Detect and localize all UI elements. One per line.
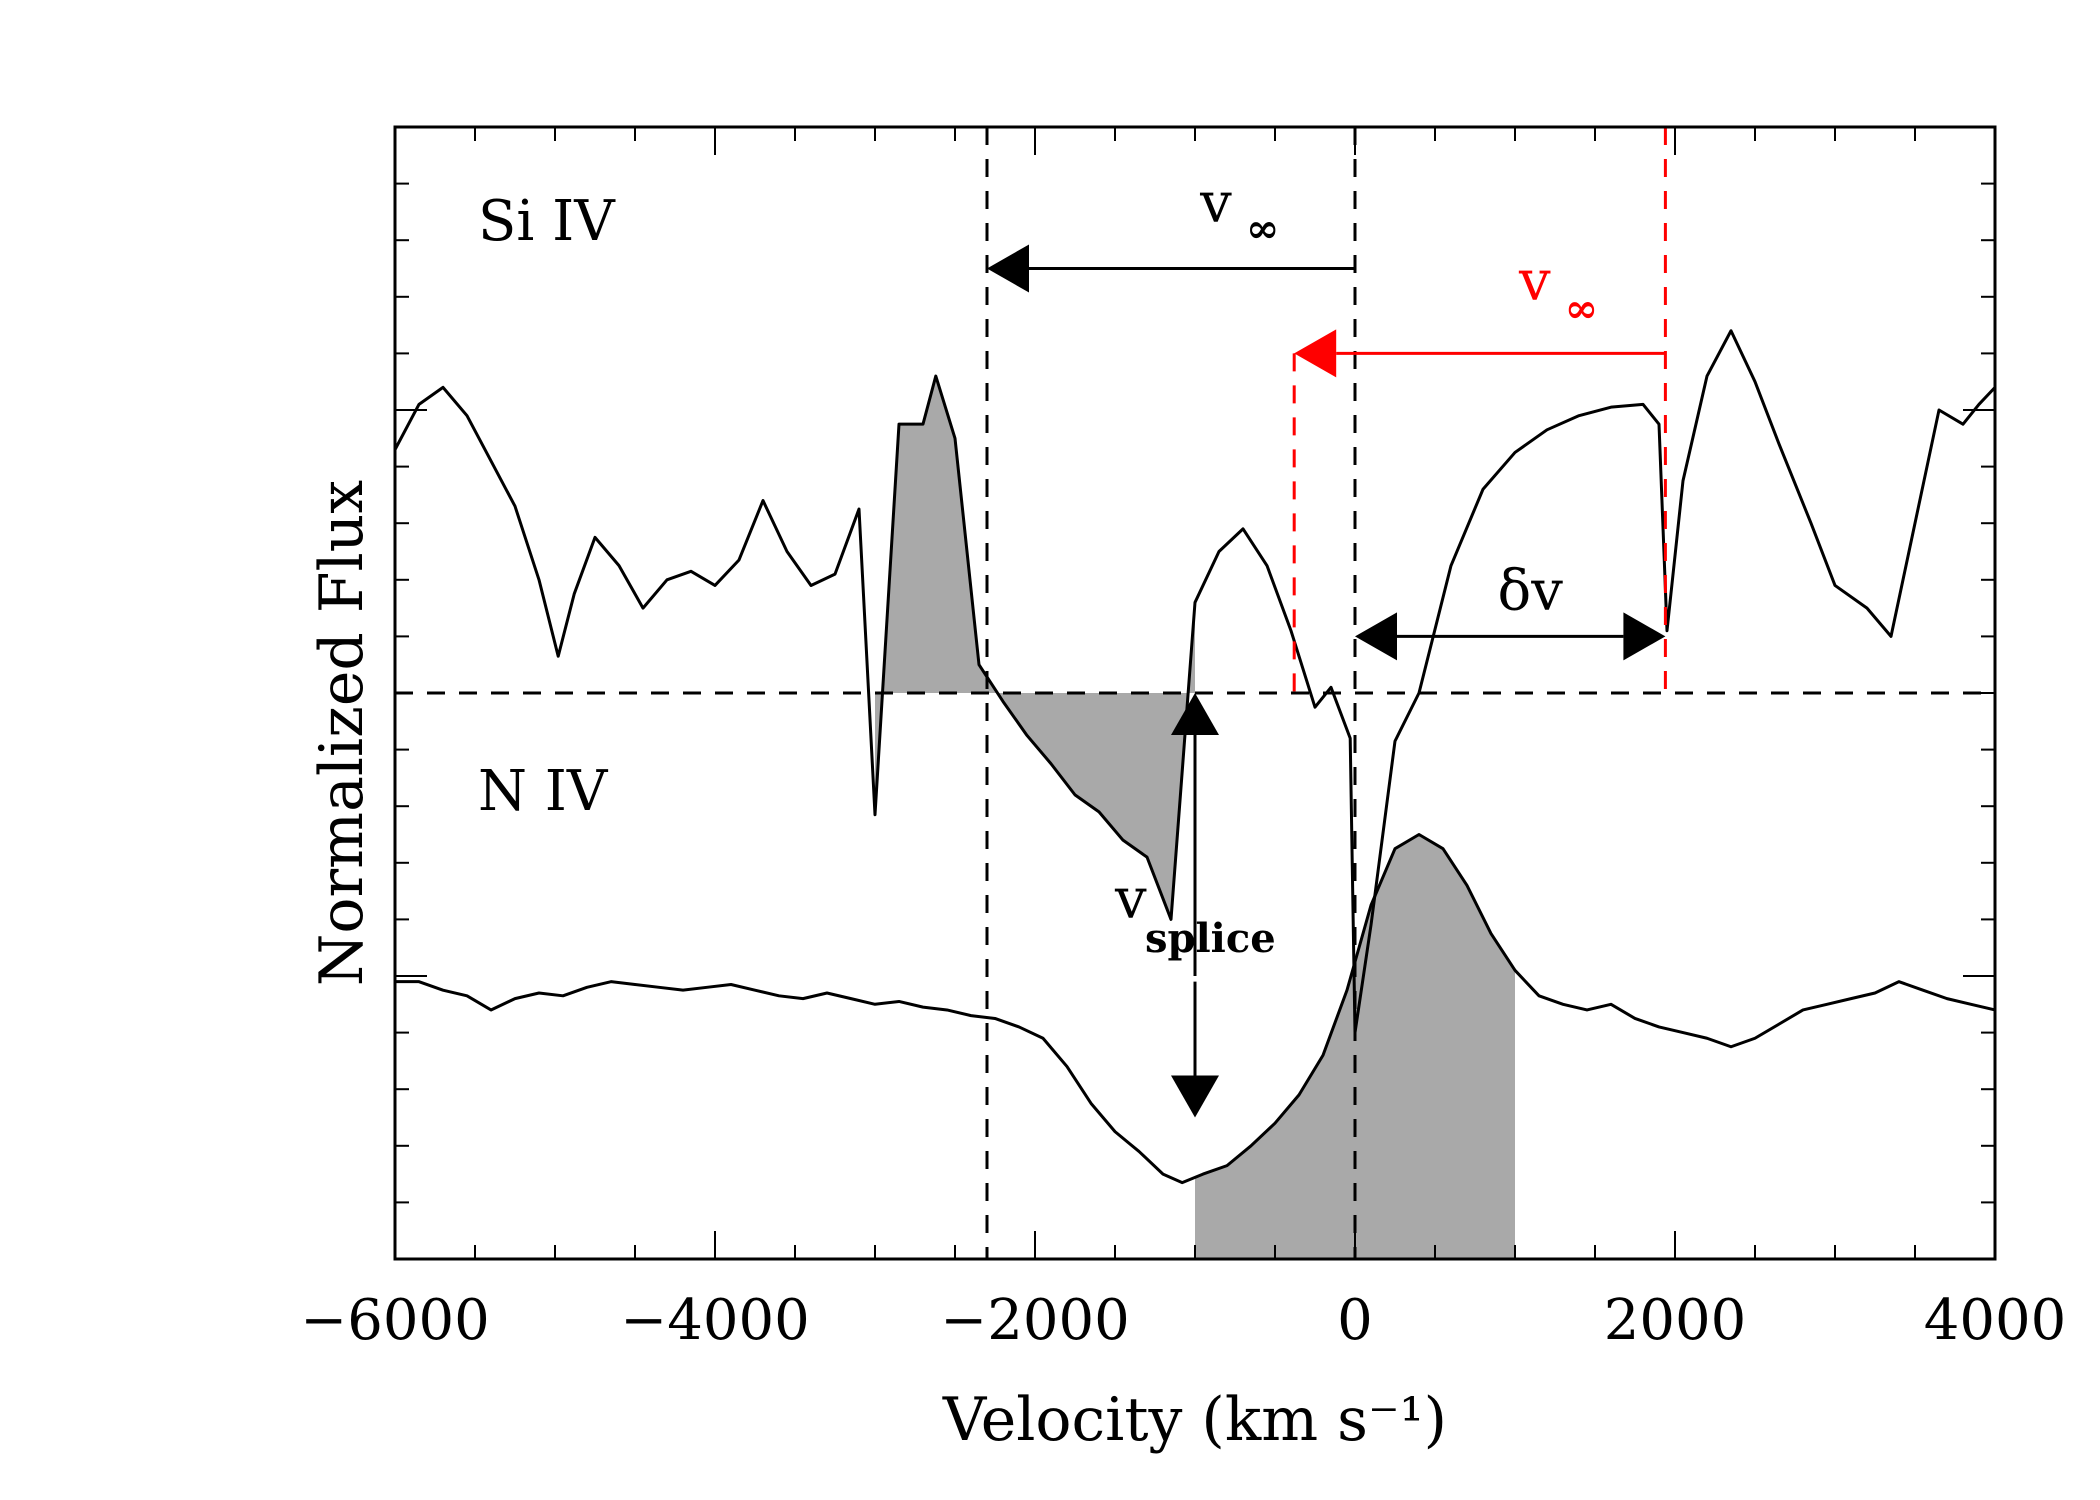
- annotation-arrows: [987, 244, 1666, 1118]
- x-tick-label: 0: [1337, 1288, 1373, 1353]
- vinf-red-arrow-head: [1294, 329, 1337, 378]
- spectrum-lines: [393, 329, 1997, 1185]
- shaded-regions: [875, 376, 1515, 1259]
- x-tick-label: −2000: [940, 1288, 1129, 1353]
- vinf-red-subscript: ∞: [1565, 285, 1598, 332]
- series-line-n-iv: [395, 833, 1996, 1185]
- vsplice-label: v: [1114, 867, 1147, 932]
- x-tick-label: −6000: [300, 1288, 489, 1353]
- vsplice-up-arrow-head: [1171, 693, 1219, 735]
- vsplice-subscript: splice: [1145, 915, 1276, 962]
- shaded-region-si-iv: [875, 376, 1195, 920]
- delta-v-label: δv: [1498, 559, 1564, 624]
- x-tick-label: −4000: [620, 1288, 809, 1353]
- x-axis-label: Velocity (km s⁻¹): [942, 1385, 1447, 1455]
- vinf-red-label: v: [1518, 249, 1551, 314]
- vinf-black-label: v: [1199, 171, 1232, 236]
- vinf-black-arrow-head: [987, 244, 1029, 293]
- shaded-region-n-iv: [1195, 834, 1515, 1259]
- axis-ticks: −6000 −4000 −2000 0 2000 4000: [300, 126, 2067, 1353]
- x-tick-label: 2000: [1604, 1288, 1747, 1353]
- series-line-si-iv: [393, 329, 1997, 1035]
- vsplice-down-arrow-head: [1171, 1075, 1219, 1118]
- delta-v-arrow-tail-head: [1355, 612, 1397, 661]
- si-iv-label: Si IV: [478, 189, 616, 254]
- y-axis-label: Normalized Flux: [307, 480, 377, 986]
- x-tick-label: 4000: [1924, 1288, 2067, 1353]
- delta-v-arrow-head: [1623, 612, 1666, 661]
- vinf-black-subscript: ∞: [1246, 205, 1279, 252]
- n-iv-label: N IV: [478, 759, 609, 824]
